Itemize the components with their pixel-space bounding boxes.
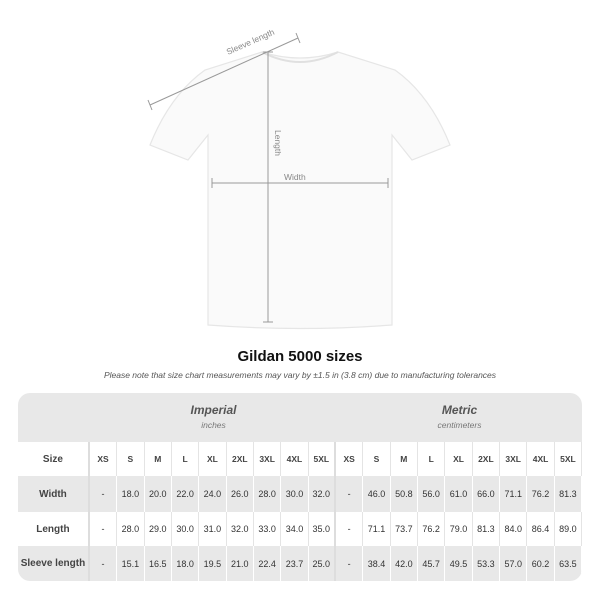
- row-label: Sleeve length: [18, 546, 90, 581]
- metric-value: 56.0: [418, 476, 446, 512]
- imperial-value: 15.1: [117, 546, 145, 581]
- imperial-value: 32.0: [309, 476, 336, 512]
- imperial-value: 25.0: [309, 546, 336, 581]
- imperial-value: -: [90, 512, 118, 546]
- row-label: Width: [18, 476, 90, 512]
- metric-value: 71.1: [363, 512, 391, 546]
- imperial-value: 35.0: [309, 512, 336, 546]
- size-imperial: XS: [90, 442, 118, 476]
- imperial-value: 16.5: [145, 546, 172, 581]
- metric-value: -: [336, 512, 364, 546]
- imperial-value: 18.0: [172, 546, 200, 581]
- size-imperial: 2XL: [227, 442, 254, 476]
- size-imperial: S: [117, 442, 145, 476]
- metric-value: 81.3: [473, 512, 501, 546]
- metric-value: 46.0: [363, 476, 391, 512]
- imperial-value: 22.4: [254, 546, 282, 581]
- size-metric: 5XL: [555, 442, 582, 476]
- imperial-value: 18.0: [117, 476, 145, 512]
- metric-value: 76.2: [418, 512, 446, 546]
- tshirt-diagram: Sleeve length Length Width: [147, 27, 451, 330]
- size-imperial: XL: [199, 442, 227, 476]
- size-metric: XL: [445, 442, 473, 476]
- metric-value: 53.3: [473, 546, 501, 581]
- imperial-value: 30.0: [172, 512, 200, 546]
- measure-lines: [147, 32, 389, 323]
- imperial-header: Imperial inches: [90, 393, 337, 442]
- metric-value: 50.8: [391, 476, 418, 512]
- metric-value: 42.0: [391, 546, 418, 581]
- size-metric: L: [418, 442, 446, 476]
- imperial-value: 26.0: [227, 476, 254, 512]
- row-label: Length: [18, 512, 90, 546]
- imperial-value: 28.0: [254, 476, 282, 512]
- metric-value: 76.2: [527, 476, 555, 512]
- metric-value: 73.7: [391, 512, 418, 546]
- imperial-value: 29.0: [145, 512, 172, 546]
- size-metric: S: [363, 442, 391, 476]
- table-row: Width -18.0 20.0 22.0 24.0 26.0 28.0 30.0 32.0-4…: [18, 476, 582, 512]
- imperial-value: 34.0: [281, 512, 309, 546]
- metric-value: 63.5: [555, 546, 582, 581]
- length-label: Length: [273, 130, 283, 156]
- size-metric: XS: [336, 442, 364, 476]
- size-chart-table: Imperial inches Metric centimeters Size X…: [18, 393, 582, 581]
- imperial-value: 33.0: [254, 512, 282, 546]
- size-metric: M: [391, 442, 418, 476]
- imperial-value: 23.7: [281, 546, 309, 581]
- imperial-value: 22.0: [172, 476, 200, 512]
- metric-value: 45.7: [418, 546, 446, 581]
- imperial-value: -: [90, 476, 118, 512]
- imperial-value: 31.0: [199, 512, 227, 546]
- page-title: Gildan 5000 sizes: [237, 348, 363, 365]
- metric-value: 60.2: [527, 546, 555, 581]
- imperial-unit: inches: [201, 420, 226, 430]
- size-imperial: 5XL: [309, 442, 336, 476]
- imperial-title: Imperial: [190, 403, 237, 417]
- table-row: Sleeve length -15.1 16.5 18.0 19.5 21.0 22.4 23…: [18, 546, 582, 581]
- metric-header: Metric centimeters: [337, 393, 582, 442]
- imperial-value: 30.0: [281, 476, 309, 512]
- imperial-value: 24.0: [199, 476, 227, 512]
- metric-value: 79.0: [445, 512, 473, 546]
- imperial-value: 21.0: [227, 546, 254, 581]
- metric-value: 89.0: [555, 512, 582, 546]
- size-imperial: M: [145, 442, 172, 476]
- size-imperial: L: [172, 442, 200, 476]
- metric-value: 61.0: [445, 476, 473, 512]
- imperial-value: -: [90, 546, 118, 581]
- metric-value: 71.1: [500, 476, 528, 512]
- size-metric: 4XL: [527, 442, 555, 476]
- metric-title: Metric: [441, 403, 478, 417]
- row-label: Size: [18, 442, 90, 476]
- metric-value: 86.4: [527, 512, 555, 546]
- tshirt-shape: [149, 51, 451, 330]
- metric-value: -: [336, 546, 364, 581]
- metric-value: 84.0: [500, 512, 528, 546]
- size-metric: 3XL: [500, 442, 528, 476]
- table-row: Length -28.0 29.0 30.0 31.0 32.0 33.0 34.0 35.0-…: [18, 512, 582, 546]
- width-label: Width: [284, 172, 306, 182]
- size-header-row: Size XS S M L XL 2XL 3XL 4XL 5XL XS S M L XL 2XL 3XL 4XL 5…: [18, 442, 582, 476]
- metric-value: 49.5: [445, 546, 473, 581]
- tolerance-note: Please note that size chart measurements…: [103, 370, 497, 380]
- size-imperial: 4XL: [281, 442, 309, 476]
- metric-unit: centimeters: [437, 420, 482, 430]
- imperial-value: 32.0: [227, 512, 254, 546]
- metric-value: 57.0: [500, 546, 528, 581]
- metric-value: 38.4: [363, 546, 391, 581]
- metric-value: 66.0: [473, 476, 501, 512]
- imperial-value: 19.5: [199, 546, 227, 581]
- size-metric: 2XL: [473, 442, 501, 476]
- imperial-value: 28.0: [117, 512, 145, 546]
- metric-value: -: [336, 476, 364, 512]
- metric-value: 81.3: [555, 476, 582, 512]
- size-imperial: 3XL: [254, 442, 282, 476]
- imperial-value: 20.0: [145, 476, 172, 512]
